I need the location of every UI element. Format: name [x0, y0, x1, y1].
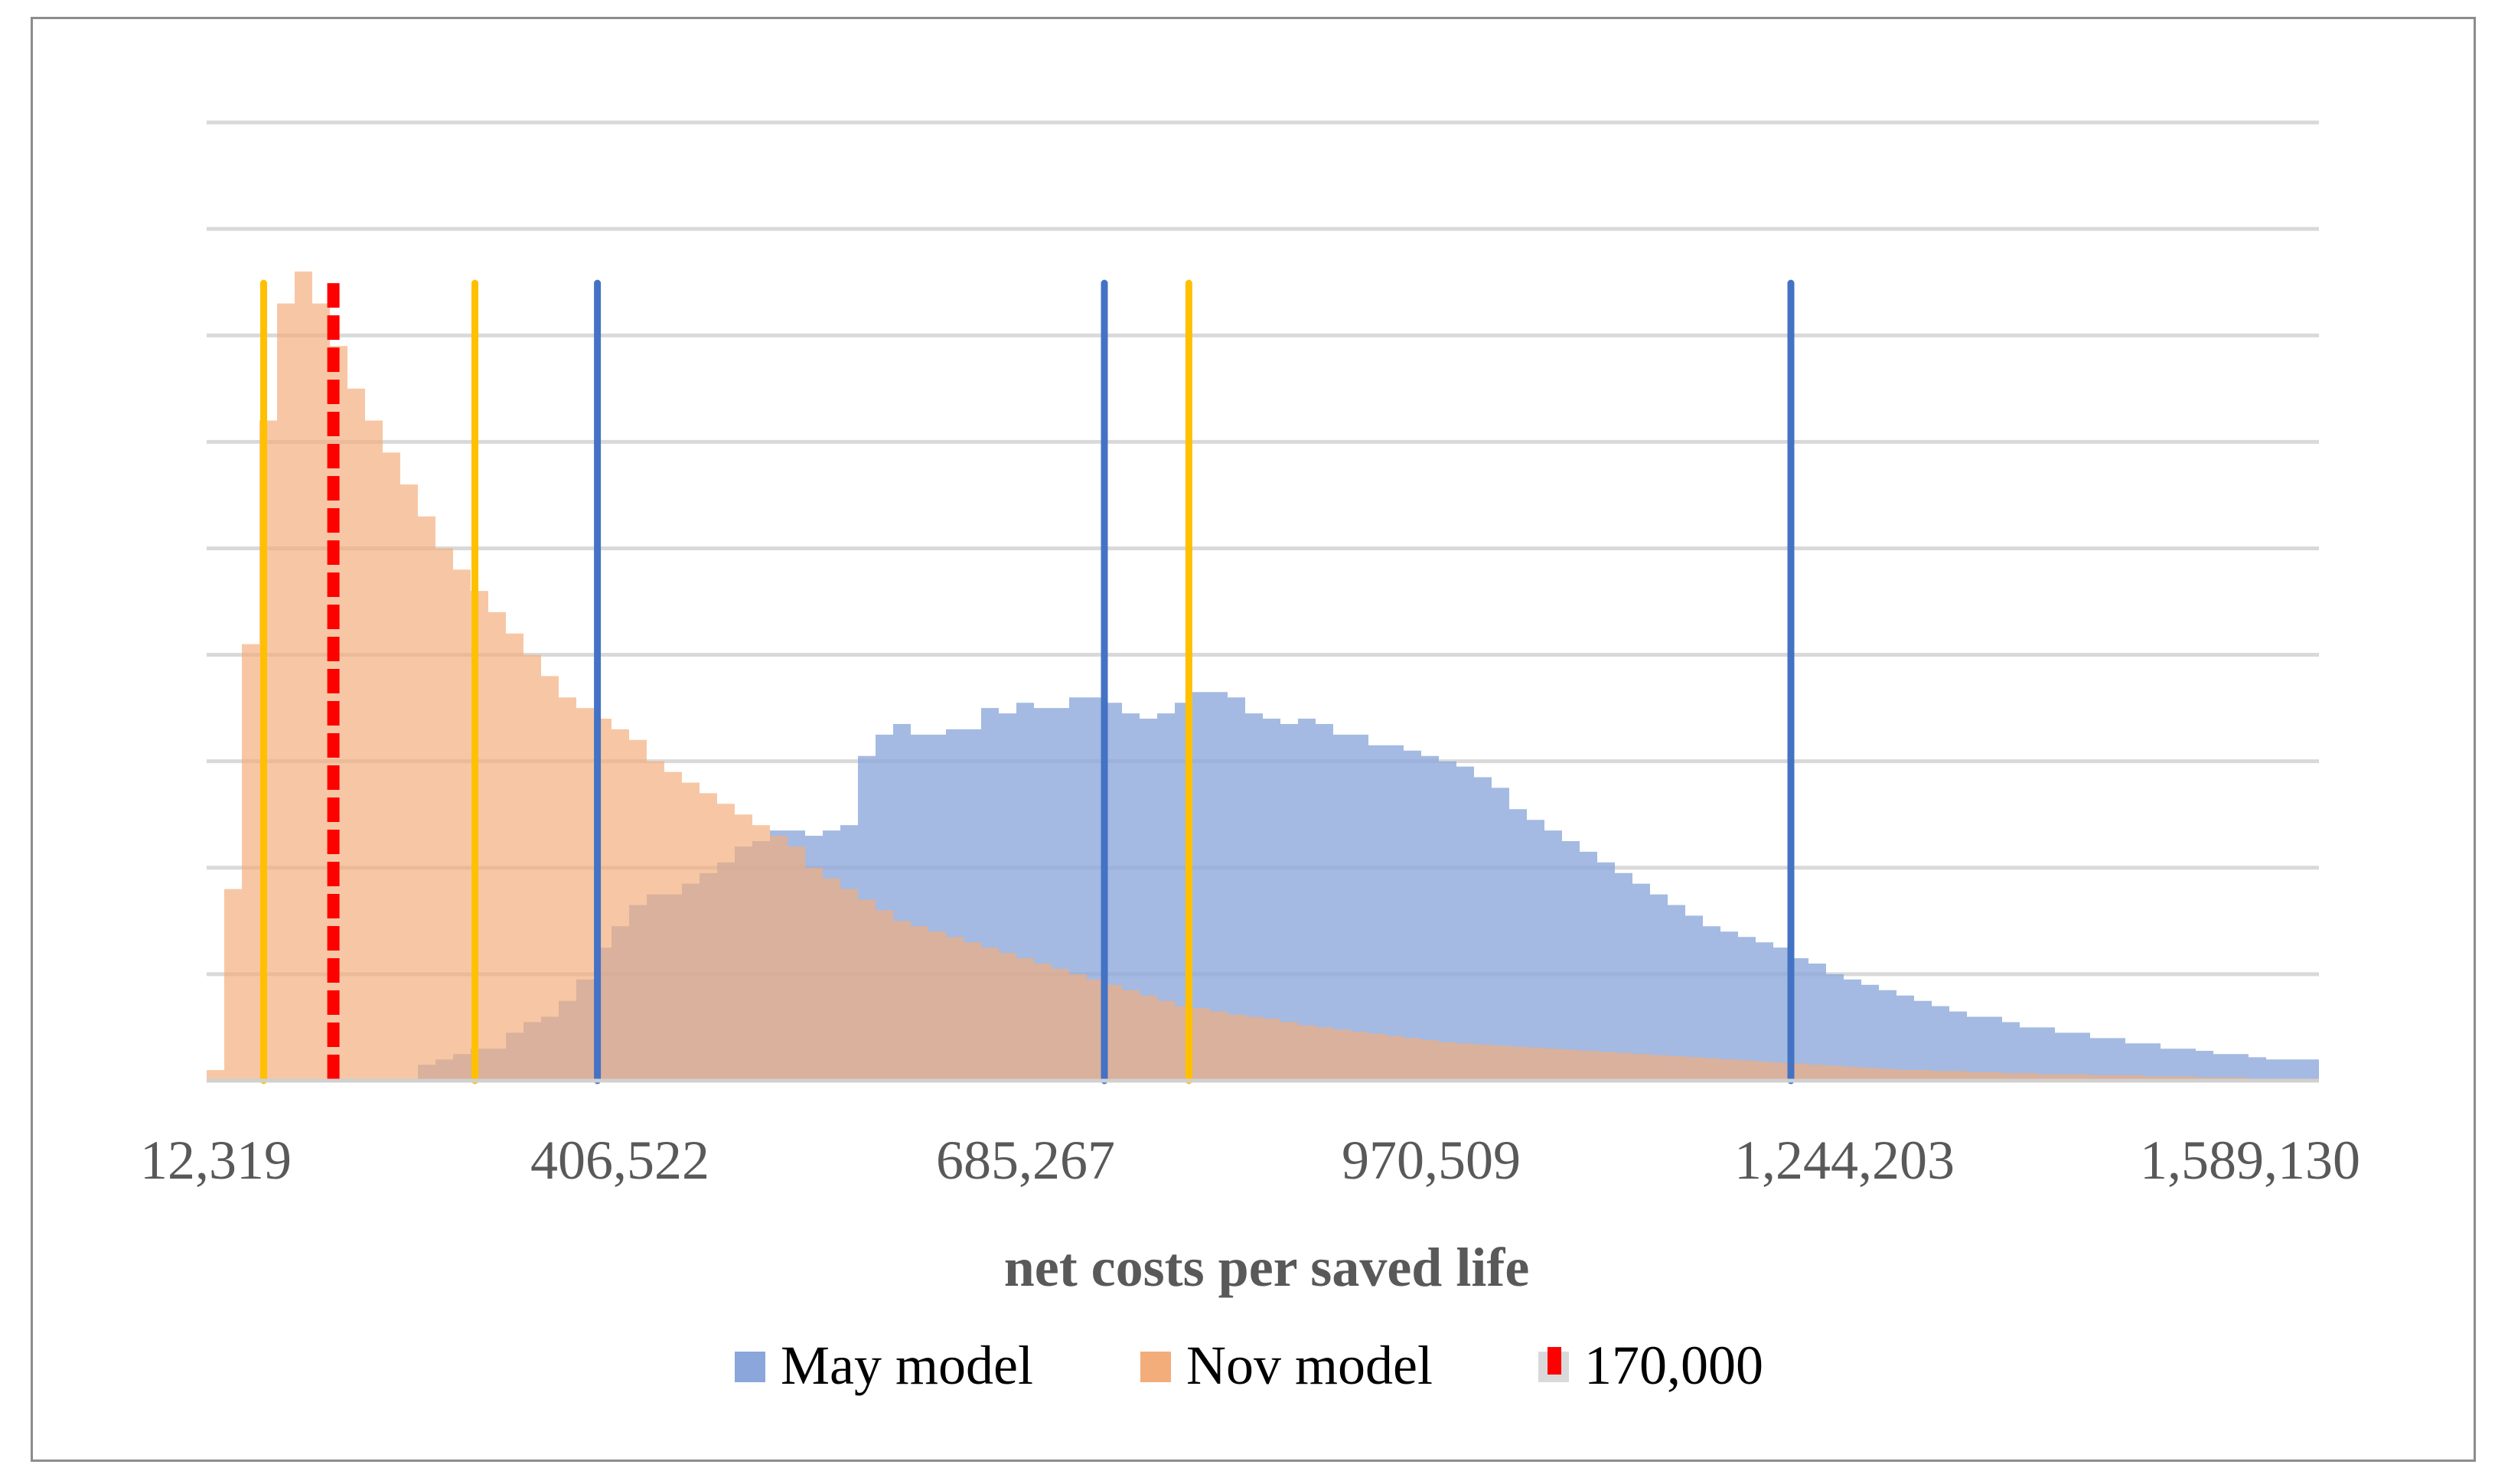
- legend-swatch: [1140, 1352, 1171, 1382]
- x-axis-title: net costs per saved life: [1004, 1237, 1530, 1298]
- x-tick-label: 970,509: [1342, 1130, 1521, 1191]
- x-tick-label: 406,522: [530, 1130, 709, 1191]
- series-areas: [207, 271, 2319, 1081]
- legend-item-nov-model: Nov model: [1140, 1335, 1433, 1396]
- legend-label: 170,000: [1584, 1335, 1763, 1396]
- legend-swatch: [735, 1352, 765, 1382]
- reference-lines: [260, 279, 1795, 1084]
- legend-item-170-000: 170,000: [1538, 1335, 1763, 1396]
- legend-label: May model: [781, 1335, 1033, 1396]
- x-tick-label: 685,267: [936, 1130, 1115, 1191]
- x-tick-label: 12,319: [140, 1130, 292, 1191]
- series-area-nov-model: [207, 271, 2319, 1081]
- legend-item-may-model: May model: [735, 1335, 1033, 1396]
- legend: May model Nov model 170,000: [735, 1335, 1763, 1396]
- x-tick-label: 1,244,203: [1734, 1130, 1955, 1191]
- legend-label: Nov model: [1186, 1335, 1433, 1396]
- legend-swatch-dash: [1548, 1347, 1561, 1375]
- x-tick-labels: 12,319 406,522 685,267 970,509 1,244,203 1,58…: [140, 1130, 2360, 1191]
- x-tick-label: 1,589,130: [2140, 1130, 2360, 1191]
